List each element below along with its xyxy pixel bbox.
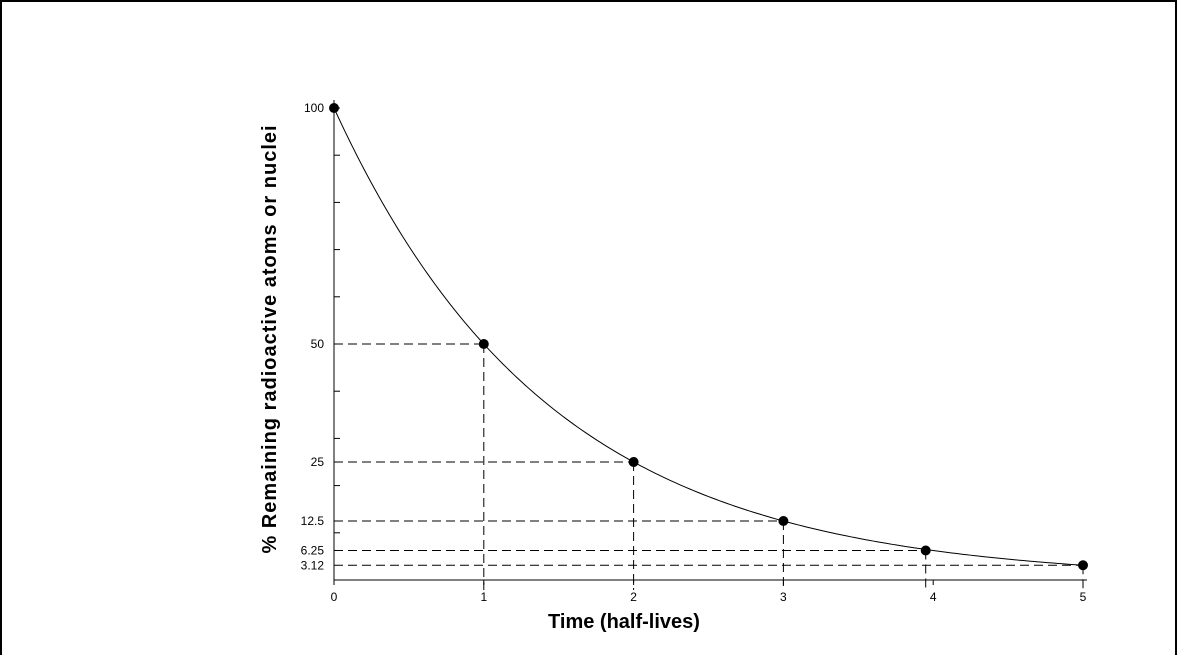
data-point-1 xyxy=(478,339,489,349)
tick-labels: 0 1 2 3 4 5 100 50 25 12.5 6.253.12 xyxy=(301,101,1087,604)
y-tick-label-25: 25 xyxy=(311,455,325,469)
decay-curve xyxy=(333,107,1084,566)
x-axis-title: Time (half-lives) xyxy=(548,611,700,633)
data-point-5 xyxy=(1078,560,1088,571)
data-point-2 xyxy=(628,457,639,467)
axes xyxy=(333,100,1087,585)
data-point-0 xyxy=(329,103,339,113)
x-tick-label-3: 3 xyxy=(780,590,787,604)
y-tick-label-3-12: 3.12 xyxy=(301,558,325,572)
y-tick-label-100: 100 xyxy=(304,101,324,115)
y-tick-label-12-5: 12.5 xyxy=(301,514,325,528)
x-tick-label-0: 0 xyxy=(331,590,338,604)
x-tick-label-2: 2 xyxy=(630,590,637,604)
data-point-3 xyxy=(778,516,789,526)
reference-lines xyxy=(334,343,1084,590)
y-tick-label-6-25: 6.25 xyxy=(301,544,325,558)
x-tick-label-4: 4 xyxy=(930,590,937,604)
data-points xyxy=(329,103,1088,571)
curve-layer xyxy=(333,107,1084,566)
x-tick-label-5: 5 xyxy=(1080,590,1087,604)
x-tick-label-1: 1 xyxy=(480,590,487,604)
data-point-4 xyxy=(920,545,931,556)
y-axis-title: % Remaining radioactive atoms or nuclei xyxy=(259,124,281,553)
y-tick-label-50: 50 xyxy=(311,337,325,351)
